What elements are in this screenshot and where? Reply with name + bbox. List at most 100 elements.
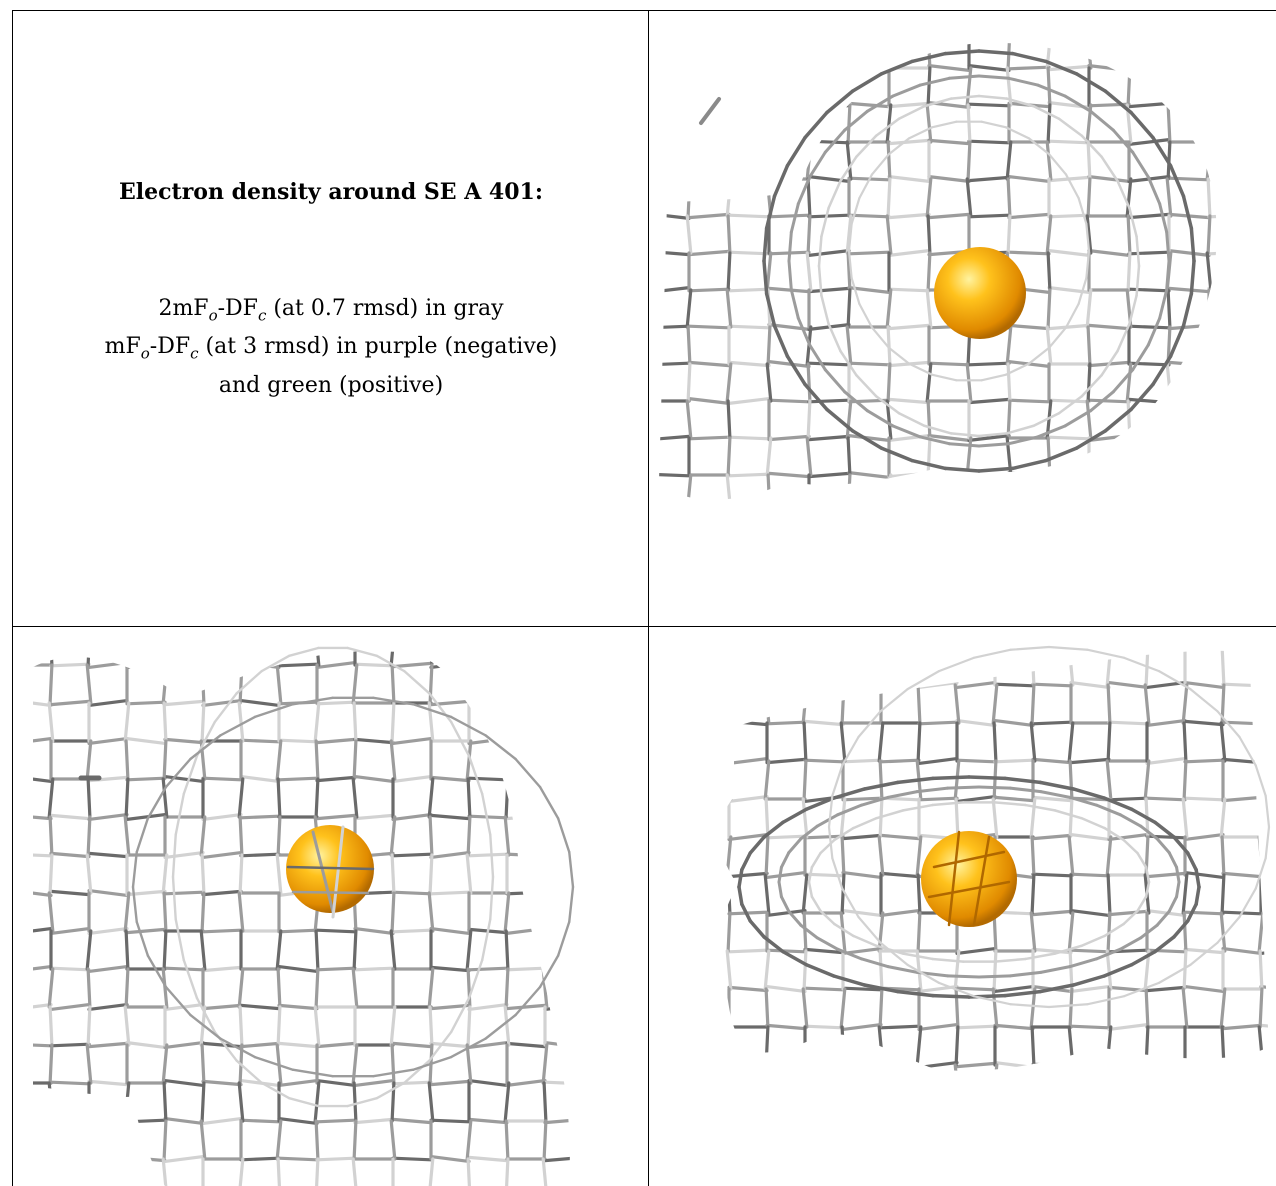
mesh-strand: [200, 891, 206, 933]
mesh-strand: [726, 399, 732, 440]
mesh-strand: [1080, 816, 1106, 830]
mesh-strand: [1185, 646, 1223, 648]
mesh-strand: [1185, 851, 1198, 872]
mesh-strand: [543, 889, 570, 897]
mesh-strand: [375, 654, 406, 673]
mesh-strand: [685, 473, 693, 500]
mesh-strand: [277, 662, 319, 668]
mesh-strand: [1264, 825, 1271, 860]
mesh-strand: [1086, 325, 1092, 366]
mesh-strand: [993, 718, 1035, 728]
mesh-strand: [1107, 1061, 1149, 1069]
mesh-strand: [949, 94, 981, 100]
mesh-strand: [239, 814, 281, 820]
mesh-strand: [832, 787, 867, 800]
mesh-strand: [1038, 780, 1076, 791]
mesh-strand: [762, 935, 785, 954]
mesh-strand: [659, 64, 691, 72]
mesh-strand: [1172, 919, 1190, 939]
mesh-strand: [1219, 987, 1227, 1029]
mesh-strand: [583, 1120, 621, 1122]
mesh-strand: [504, 967, 510, 1009]
mesh-strand: [833, 826, 855, 842]
mesh-strand: [505, 927, 547, 935]
mesh-strand: [427, 891, 435, 933]
mesh-strand: [839, 797, 847, 839]
mesh-strand: [391, 928, 433, 934]
mesh-strand: [1181, 683, 1189, 725]
mesh-strand: [1069, 1061, 1111, 1069]
mesh-strand: [1145, 650, 1187, 651]
mesh-strand: [765, 720, 807, 726]
mesh-strand: [927, 175, 971, 183]
mesh-strand: [930, 120, 958, 129]
mesh-strand: [1118, 813, 1143, 828]
mesh-strand: [313, 1081, 321, 1123]
mesh-strand: [801, 1063, 809, 1071]
mesh-strand: [1247, 216, 1251, 253]
mesh-strand: [1206, 214, 1212, 255]
mesh-strand: [916, 873, 922, 915]
mesh-strand: [556, 817, 571, 854]
mesh-strand: [1068, 987, 1074, 1029]
mesh-strand: [238, 853, 244, 895]
mesh-strand: [953, 683, 961, 725]
mesh-strand: [845, 399, 853, 440]
mesh-strand: [314, 1157, 320, 1186]
mesh-strand: [1125, 362, 1133, 403]
mesh-strand: [843, 109, 869, 132]
mesh-strand: [839, 155, 858, 183]
mesh-strand: [955, 1024, 997, 1030]
mesh-view-1: [649, 42, 1251, 500]
mesh-strand: [932, 850, 1006, 869]
mesh-strand: [542, 891, 548, 933]
mesh-strand: [857, 915, 882, 944]
mesh-strand: [923, 424, 953, 435]
mesh-strand: [767, 471, 811, 479]
mesh-strand: [1038, 983, 1076, 994]
mesh-strand: [764, 1025, 770, 1067]
mesh-strand: [1221, 1023, 1263, 1031]
mesh-strand: [879, 941, 909, 966]
mesh-strand: [163, 660, 205, 670]
mesh-strand: [1216, 710, 1241, 739]
mesh-strand: [1165, 436, 1173, 477]
mesh-strand: [1105, 949, 1113, 991]
mesh-strand: [1074, 72, 1108, 93]
mesh-strand: [1031, 947, 1073, 955]
mesh-strand: [1087, 63, 1131, 73]
mesh-strand: [659, 286, 691, 294]
mesh-strand: [841, 833, 883, 841]
mesh-strand: [238, 651, 244, 667]
mesh-strand: [915, 835, 923, 877]
mesh-strand: [807, 286, 851, 294]
mesh-strand: [727, 757, 769, 765]
mesh-strand: [1027, 137, 1051, 156]
mesh-strand: [937, 656, 975, 673]
mesh-strand: [1118, 936, 1143, 951]
mesh-strand: [943, 49, 981, 56]
mesh-strand: [877, 1025, 885, 1067]
mesh-strand: [1030, 873, 1036, 915]
mesh-strand: [467, 1041, 509, 1049]
mesh-strand: [201, 1117, 243, 1125]
mesh-strand: [1153, 820, 1176, 839]
mesh-strand: [182, 958, 199, 1000]
mesh-strand: [1111, 128, 1135, 154]
mesh-strand: [1221, 1061, 1263, 1069]
mesh-strand: [162, 929, 168, 971]
mesh-strand: [466, 1005, 472, 1047]
mesh-strand: [926, 436, 932, 477]
mesh-strand: [237, 777, 245, 819]
mesh-strand: [955, 1061, 997, 1069]
mesh-strand: [649, 327, 651, 364]
mesh-strand: [1219, 721, 1227, 763]
mesh-strand: [503, 651, 511, 667]
mesh-strand: [878, 949, 884, 991]
mesh-strand: [789, 288, 800, 320]
mesh-strand: [125, 927, 167, 935]
mesh-strand: [885, 214, 893, 255]
mesh-strand: [279, 627, 317, 629]
mesh-strand: [556, 920, 571, 957]
mesh-strand: [954, 987, 960, 1029]
